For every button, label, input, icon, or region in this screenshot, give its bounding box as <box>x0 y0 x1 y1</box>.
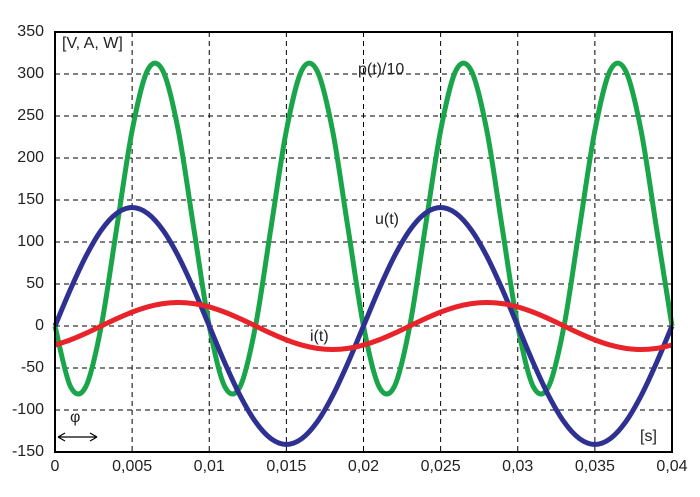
y-tick-label: 150 <box>17 191 44 208</box>
series-line <box>54 299 673 353</box>
series-line <box>52 205 675 447</box>
x-tick-label: 0,005 <box>112 458 152 475</box>
x-tick-label: 0 <box>51 458 60 475</box>
y-tick-label: 50 <box>26 275 44 292</box>
y-tick-label: -100 <box>12 401 44 418</box>
series-label: p(t)/10 <box>358 61 404 78</box>
x-tick-label: 0,015 <box>266 458 306 475</box>
y-tick-label: -50 <box>21 359 44 376</box>
x-tick-label: 0,03 <box>502 458 533 475</box>
y-tick-label: 300 <box>17 65 44 82</box>
x-tick-label: 0,02 <box>348 458 379 475</box>
x-tick-label: 0,04 <box>656 458 687 475</box>
y-tick-label: 100 <box>17 233 44 250</box>
series-label: i(t) <box>310 328 329 345</box>
y-tick-label: -150 <box>12 443 44 460</box>
y-tick-label: 200 <box>17 149 44 166</box>
y-tick-label: 0 <box>35 317 44 334</box>
x-tick-label: 0,035 <box>575 458 615 475</box>
x-tick-label: 0,025 <box>421 458 461 475</box>
phi-label: φ <box>70 409 80 426</box>
series-label: u(t) <box>375 211 399 228</box>
plot-frame <box>54 31 673 453</box>
y-axis-label: [V, A, W] <box>62 35 123 52</box>
x-tick-label: 0,01 <box>194 458 225 475</box>
phi-arrow <box>57 432 98 442</box>
y-tick-label: 250 <box>17 107 44 124</box>
x-axis-label: [s] <box>640 428 657 445</box>
y-tick-label: 350 <box>17 23 44 40</box>
